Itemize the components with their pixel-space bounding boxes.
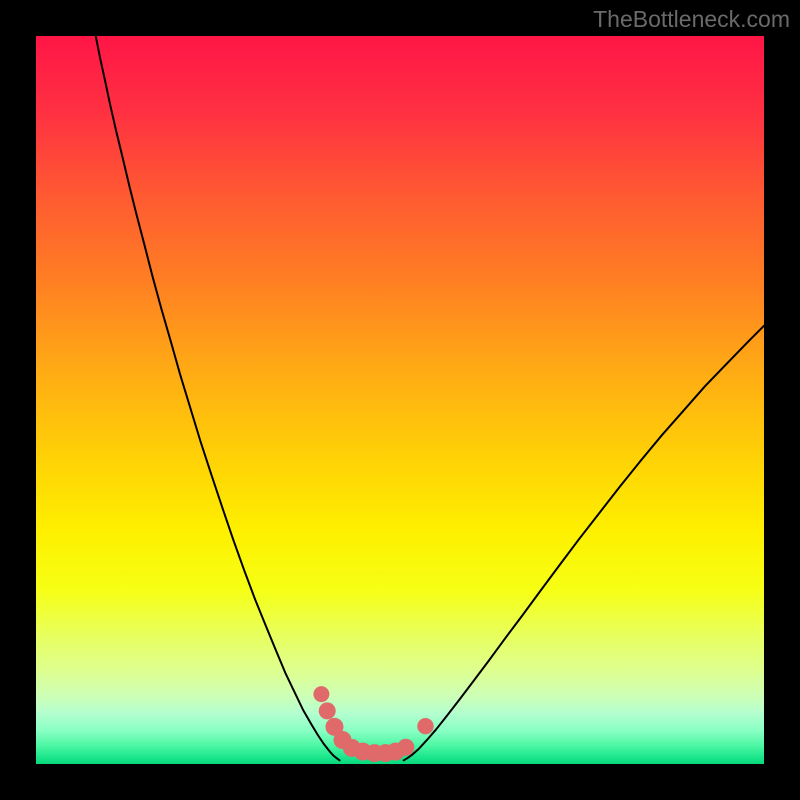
curves-layer bbox=[36, 36, 764, 764]
plot-area bbox=[36, 36, 764, 764]
chart-container: TheBottleneck.com bbox=[0, 0, 800, 800]
curve-left bbox=[96, 36, 340, 760]
watermark-text: TheBottleneck.com bbox=[593, 6, 790, 33]
curve-right bbox=[404, 326, 764, 761]
